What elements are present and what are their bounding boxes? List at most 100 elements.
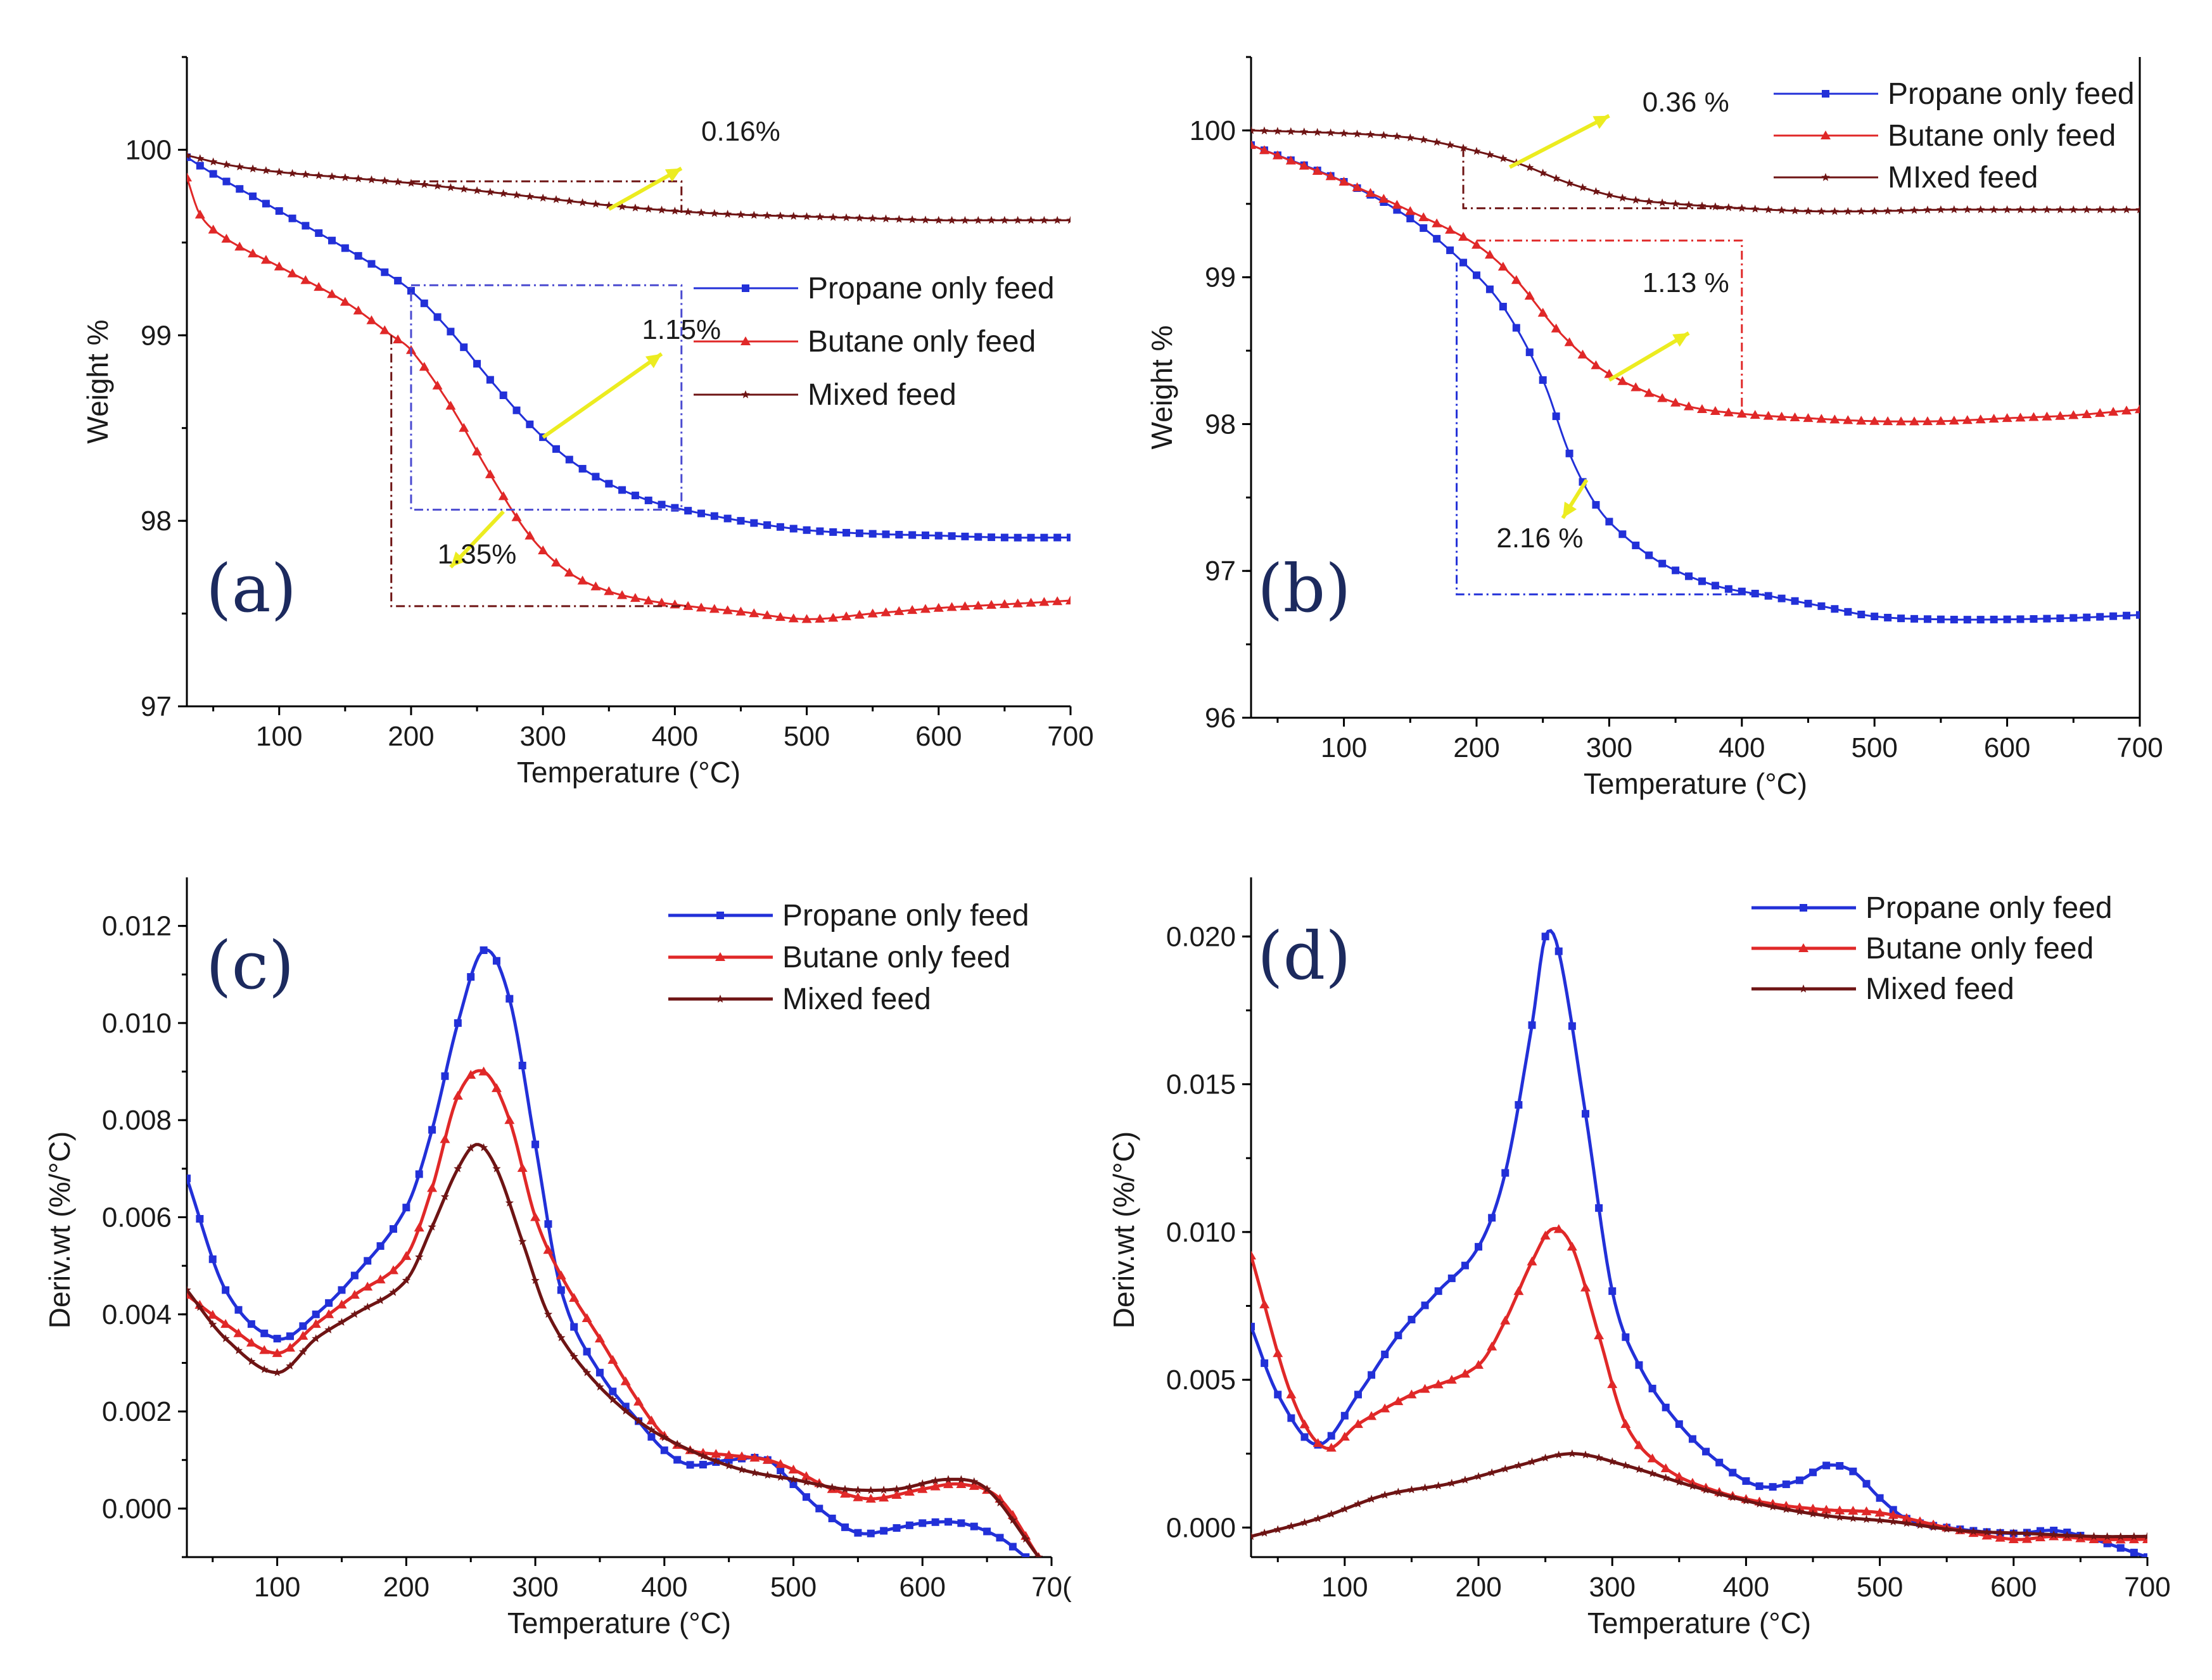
data-point xyxy=(1420,1483,1430,1492)
data-point xyxy=(433,313,442,321)
data-point xyxy=(1674,1472,1684,1481)
data-point xyxy=(1378,194,1389,203)
data-point xyxy=(262,200,270,208)
data-point xyxy=(1922,416,1933,426)
x-tick-label: 600 xyxy=(899,1572,946,1603)
annotation-arrow-mixed xyxy=(1508,114,1610,169)
data-point xyxy=(234,241,245,251)
data-point xyxy=(1008,1515,1017,1524)
x-tick-label: 600 xyxy=(915,721,962,752)
data-point xyxy=(1862,1480,1871,1488)
data-point xyxy=(1634,1465,1644,1473)
data-point xyxy=(1702,1448,1710,1456)
data-point xyxy=(699,1451,708,1460)
data-point xyxy=(1830,207,1839,215)
data-point xyxy=(259,1345,270,1354)
data-point xyxy=(2002,413,2012,423)
legend-label: Butane only feed xyxy=(1866,932,2094,965)
data-point xyxy=(974,215,982,224)
data-point xyxy=(868,213,877,222)
data-point xyxy=(1935,416,1946,425)
data-point xyxy=(801,614,812,623)
data-point xyxy=(1286,1389,1297,1399)
x-tick-label: 400 xyxy=(641,1572,687,1603)
legend-marker xyxy=(741,390,750,398)
data-point xyxy=(1528,1021,1536,1029)
data-point xyxy=(2003,615,2011,623)
data-point xyxy=(1326,128,1335,137)
data-point xyxy=(1969,1527,1978,1536)
data-point xyxy=(1710,406,1720,416)
data-point xyxy=(1499,154,1508,162)
data-point xyxy=(379,325,390,334)
data-point xyxy=(389,1225,397,1233)
data-point xyxy=(222,1286,230,1294)
annotation-box-propane xyxy=(410,284,683,511)
data-point xyxy=(1067,533,1071,542)
data-point xyxy=(907,605,918,614)
data-point xyxy=(222,177,231,186)
data-point xyxy=(683,207,692,216)
data-point xyxy=(1777,206,1786,214)
data-point xyxy=(341,244,349,252)
legend-label: Propane only feed xyxy=(1888,77,2135,111)
data-point xyxy=(1408,1316,1416,1324)
data-point xyxy=(1844,608,1852,616)
data-point xyxy=(840,1489,851,1498)
data-point xyxy=(1026,597,1036,607)
data-point xyxy=(1876,1516,1885,1524)
data-point xyxy=(815,1480,823,1489)
y-tick-label: 97 xyxy=(1205,556,1236,587)
series-line-0 xyxy=(187,948,1027,1557)
data-point xyxy=(1617,376,1628,385)
data-point xyxy=(686,1461,694,1469)
data-point xyxy=(1525,348,1534,357)
data-point xyxy=(1458,232,1469,241)
data-point xyxy=(478,1066,489,1076)
data-point xyxy=(414,1222,424,1231)
data-point xyxy=(1620,1419,1631,1429)
data-point xyxy=(802,1493,810,1501)
legend-marker xyxy=(742,284,749,292)
data-point xyxy=(944,1475,953,1483)
data-point xyxy=(1552,412,1560,421)
data-point xyxy=(683,601,694,610)
data-point xyxy=(1525,163,1534,172)
data-point xyxy=(1485,285,1494,293)
data-point xyxy=(1511,275,1522,284)
data-point xyxy=(1715,1458,1724,1467)
data-point xyxy=(1897,206,1905,215)
data-point xyxy=(1738,587,1746,595)
data-point xyxy=(948,215,957,224)
panel-label: (c) xyxy=(206,927,294,1004)
data-point xyxy=(1461,1261,1469,1270)
data-point xyxy=(247,1320,255,1328)
data-point xyxy=(1741,1496,1751,1505)
data-point xyxy=(1701,1486,1710,1494)
data-point xyxy=(617,590,628,599)
data-point xyxy=(842,213,851,222)
data-point xyxy=(1660,1463,1671,1473)
data-point xyxy=(552,195,561,203)
data-point xyxy=(2108,407,2119,416)
y-tick-label: 96 xyxy=(1205,703,1236,734)
data-point xyxy=(2002,205,2012,213)
data-point xyxy=(1406,1389,1417,1399)
data-point xyxy=(1313,1438,1323,1448)
data-point xyxy=(983,1527,991,1536)
data-point xyxy=(1000,533,1008,542)
data-point xyxy=(853,1492,863,1501)
data-point xyxy=(1367,1494,1376,1503)
y-tick-label: 0.002 xyxy=(102,1396,172,1427)
data-point xyxy=(970,1477,979,1486)
data-point xyxy=(956,1479,967,1489)
data-point xyxy=(327,172,336,181)
legend-label: Mixed feed xyxy=(808,378,957,412)
data-point xyxy=(943,1479,954,1489)
data-point xyxy=(1474,1472,1483,1480)
x-tick-label: 700 xyxy=(1047,721,1093,752)
data-point xyxy=(300,275,311,284)
data-point xyxy=(340,296,350,306)
data-point xyxy=(1988,414,1999,423)
data-point xyxy=(931,1476,940,1485)
